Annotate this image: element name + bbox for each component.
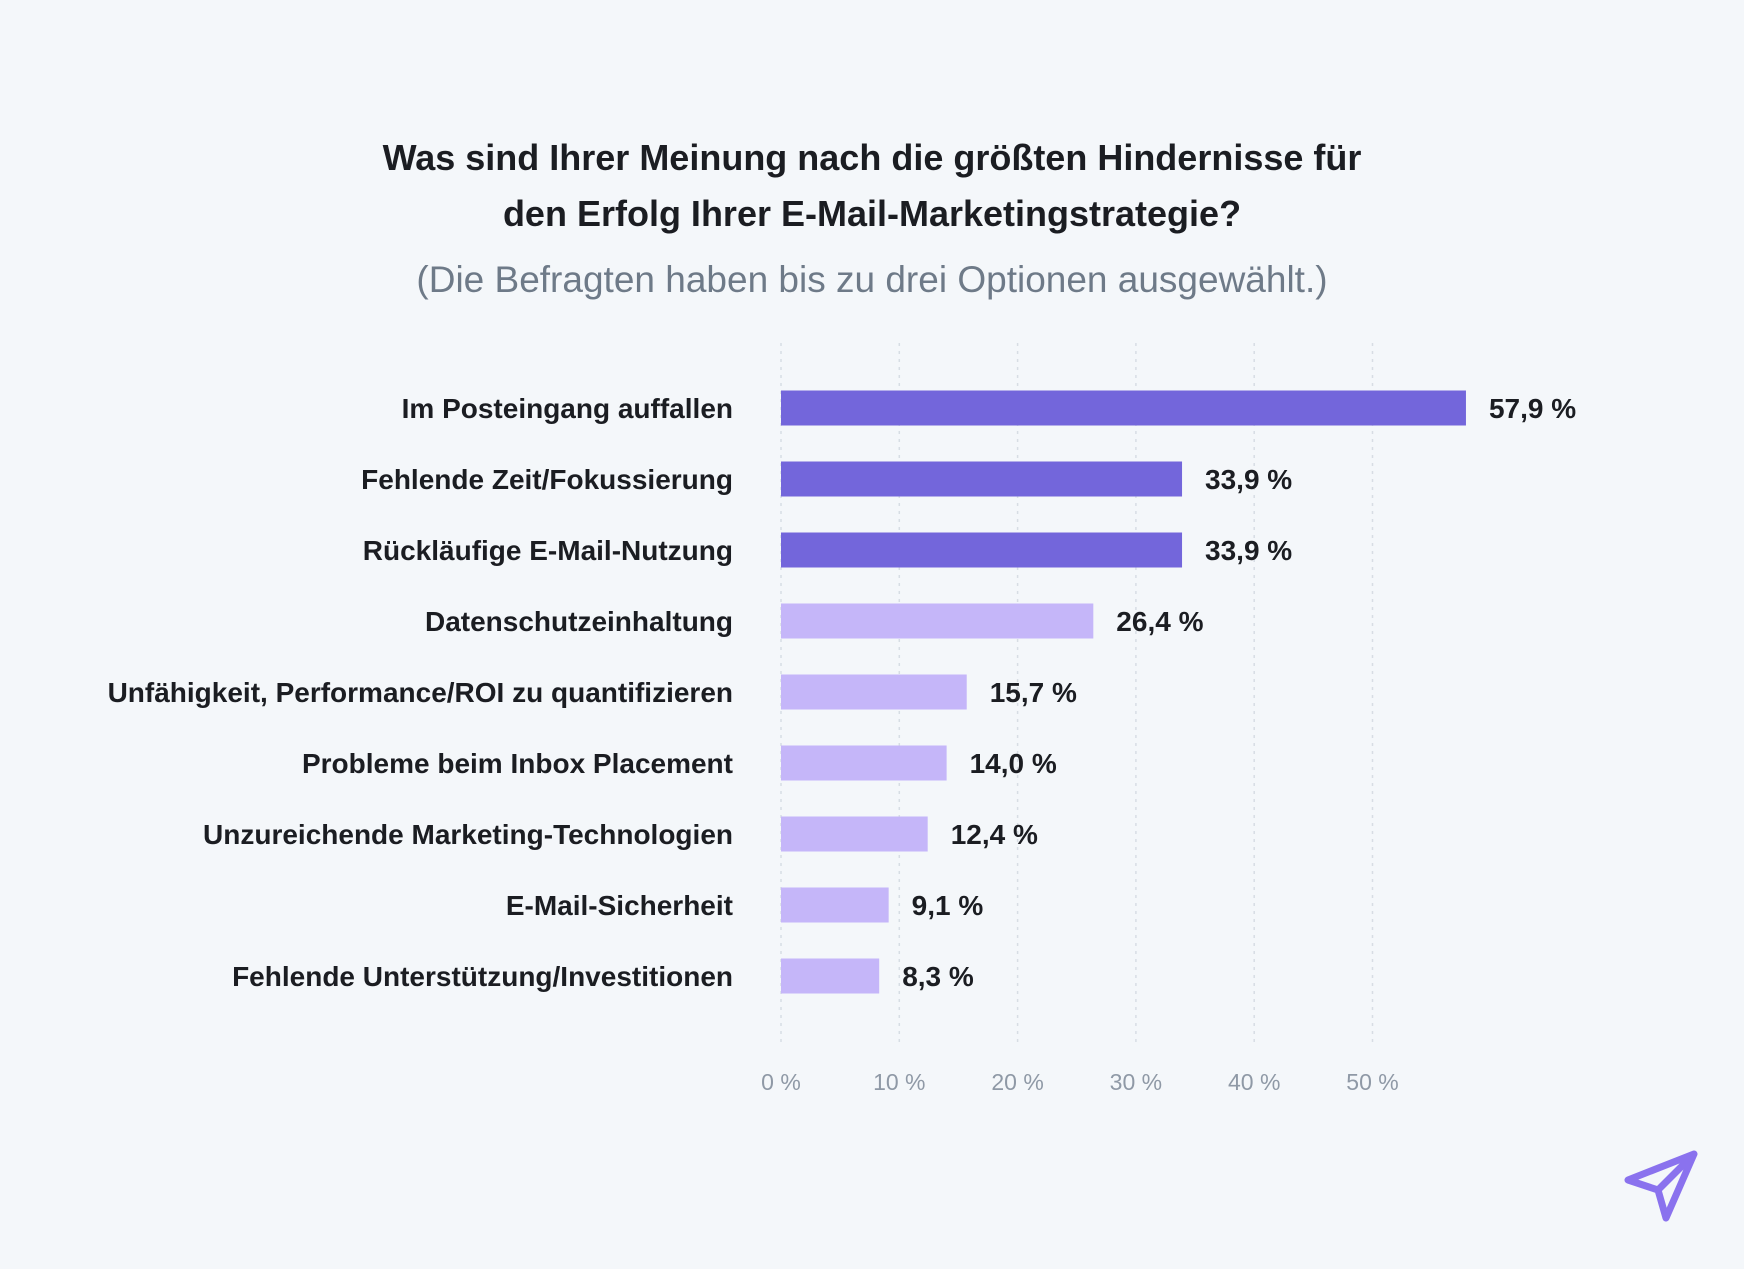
category-label: Unzureichende Marketing-Technologien xyxy=(203,819,733,850)
value-label: 9,1 % xyxy=(912,890,984,921)
x-tick-label: 30 % xyxy=(1110,1069,1162,1095)
value-label: 26,4 % xyxy=(1116,606,1203,637)
category-label: Rückläufige E-Mail-Nutzung xyxy=(363,535,733,566)
value-label: 12,4 % xyxy=(951,819,1038,850)
value-label: 57,9 % xyxy=(1489,393,1576,424)
category-label: Im Posteingang auffallen xyxy=(402,393,733,424)
bar xyxy=(781,745,947,781)
category-label: Fehlende Unterstützung/Investitionen xyxy=(232,961,733,992)
value-label: 33,9 % xyxy=(1205,535,1292,566)
value-label: 14,0 % xyxy=(970,748,1057,779)
category-label: Unfähigkeit, Performance/ROI zu quantifi… xyxy=(108,677,733,708)
bar xyxy=(781,461,1183,497)
bar xyxy=(781,603,1094,639)
category-label: Probleme beim Inbox Placement xyxy=(302,748,733,779)
x-tick-label: 10 % xyxy=(873,1069,925,1095)
value-label: 15,7 % xyxy=(990,677,1077,708)
x-tick-label: 40 % xyxy=(1228,1069,1280,1095)
value-label: 8,3 % xyxy=(902,961,974,992)
x-tick-label: 50 % xyxy=(1346,1069,1398,1095)
value-label: 33,9 % xyxy=(1205,464,1292,495)
category-label: Datenschutzeinhaltung xyxy=(425,606,733,637)
chart-subtitle: (Die Befragten haben bis zu drei Optione… xyxy=(416,259,1328,300)
bar xyxy=(781,958,880,994)
category-label: E-Mail-Sicherheit xyxy=(506,890,733,921)
bar xyxy=(781,887,889,923)
chart-title-line-1: Was sind Ihrer Meinung nach die größten … xyxy=(382,137,1362,178)
paper-plane-icon xyxy=(1624,1150,1698,1222)
x-tick-label: 20 % xyxy=(991,1069,1043,1095)
x-tick-label: 0 % xyxy=(761,1069,801,1095)
category-label: Fehlende Zeit/Fokussierung xyxy=(361,464,733,495)
chart-title-line-2: den Erfolg Ihrer E-Mail-Marketingstrateg… xyxy=(502,193,1242,234)
bar xyxy=(781,674,967,710)
bar xyxy=(781,390,1466,426)
bar xyxy=(781,816,928,852)
bar xyxy=(781,532,1183,568)
